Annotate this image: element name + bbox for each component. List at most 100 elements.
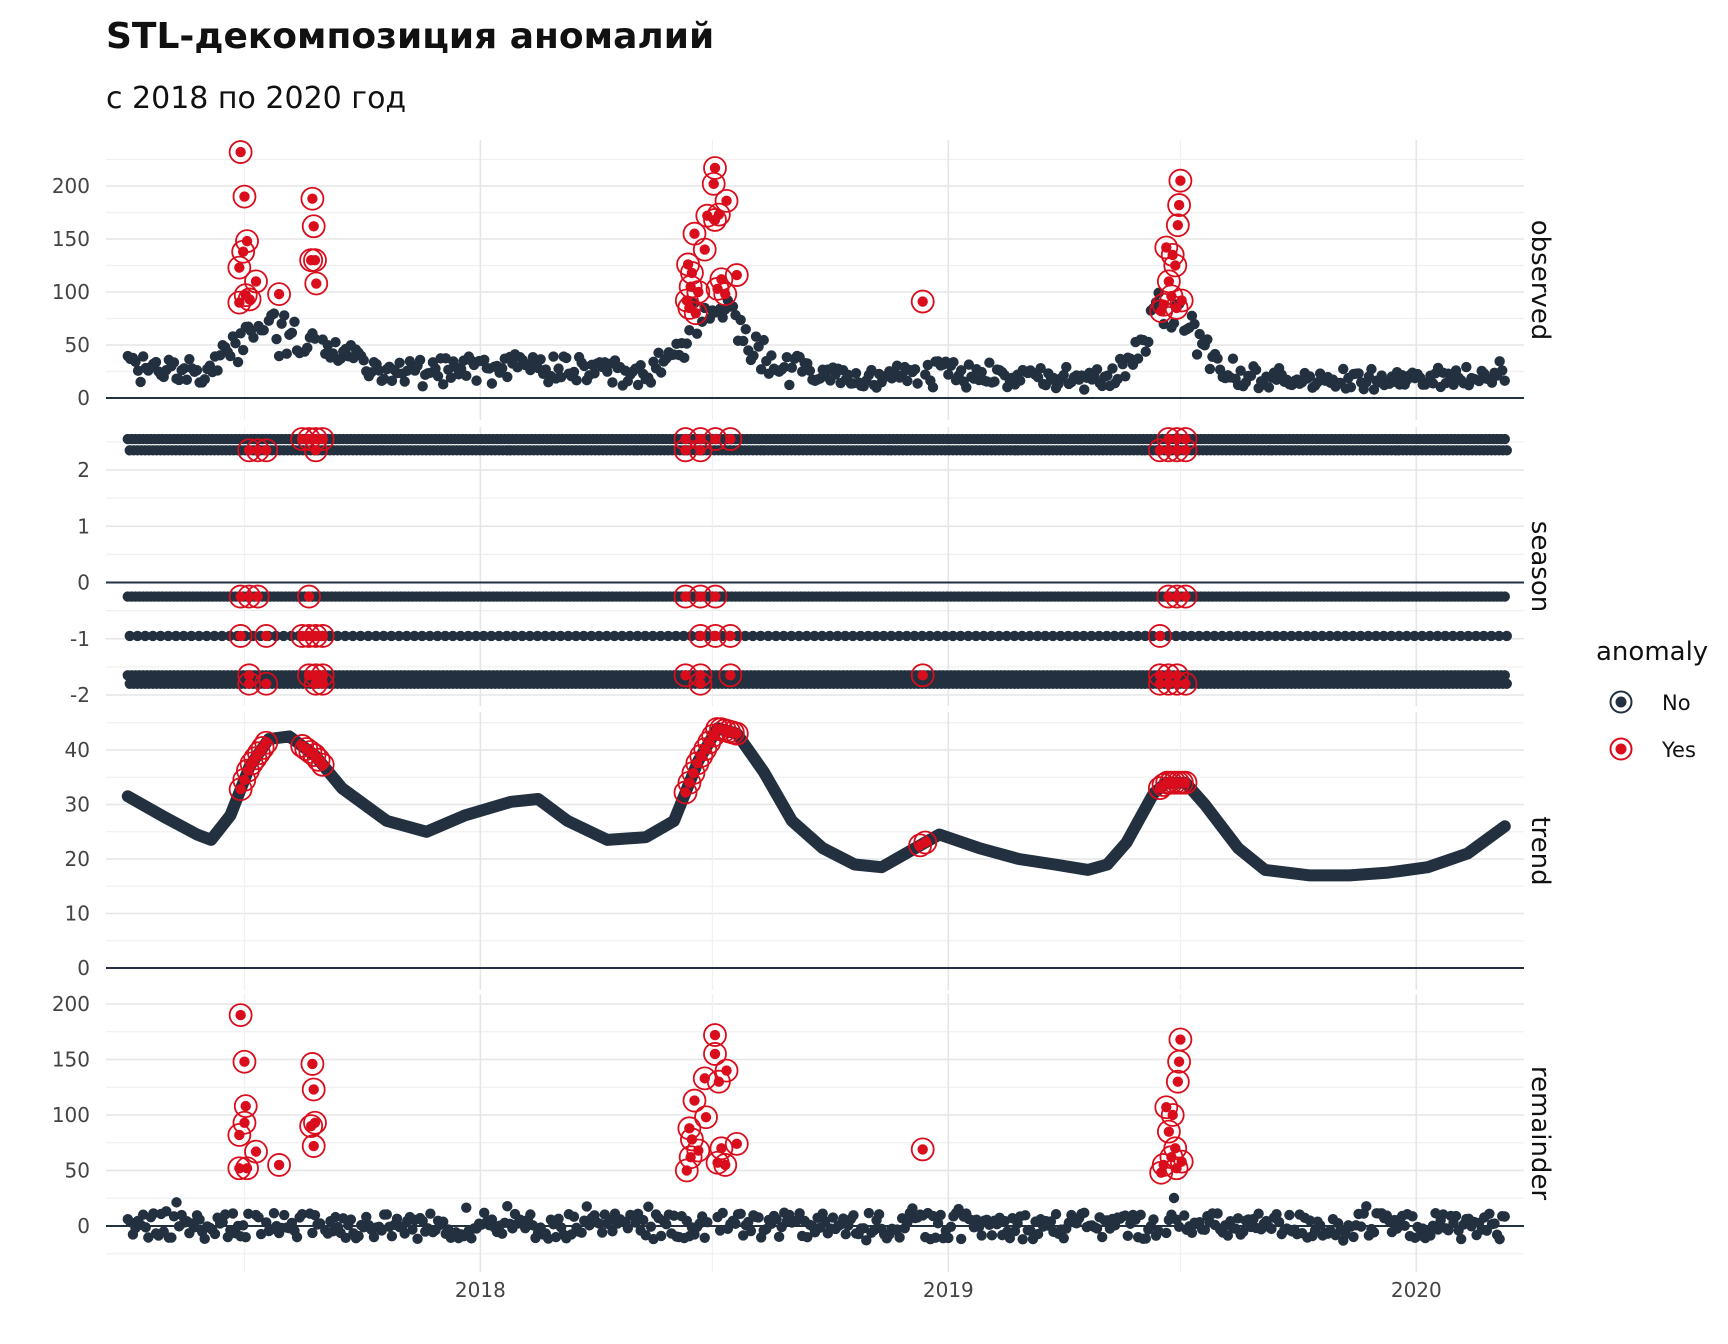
anomaly-ring <box>1165 213 1190 238</box>
data-point <box>243 1208 254 1219</box>
season-point <box>1140 630 1151 642</box>
data-point <box>902 1217 913 1228</box>
anomaly-ring <box>674 1158 699 1183</box>
anomaly-point <box>1175 175 1186 186</box>
season-point <box>1070 630 1082 642</box>
season-point <box>1440 630 1451 642</box>
season-point <box>1424 630 1436 642</box>
season-point <box>816 630 828 642</box>
data-point <box>909 364 921 375</box>
anomaly-ring <box>705 276 730 301</box>
data-point <box>1353 368 1364 379</box>
anomaly-ring <box>303 1110 327 1135</box>
data-point <box>199 1233 210 1245</box>
anomaly-ring <box>1164 295 1189 320</box>
y-tick-label: 0 <box>77 1214 90 1238</box>
anomaly-ring <box>1163 253 1188 278</box>
season-point <box>432 630 443 642</box>
data-point <box>199 374 210 385</box>
anomaly-ring <box>1169 288 1194 313</box>
anomaly-ring <box>703 208 727 232</box>
data-point <box>296 1208 308 1220</box>
season-point <box>1455 630 1466 642</box>
data-point <box>907 1203 918 1214</box>
data-point <box>748 350 759 361</box>
data-point <box>281 348 292 359</box>
season-point <box>1501 678 1512 689</box>
data-point <box>955 1233 967 1245</box>
legend: anomaly No Yes <box>1596 637 1708 762</box>
data-point <box>1222 1230 1234 1241</box>
anomaly-ring <box>694 1105 718 1130</box>
anomaly-ring <box>245 584 270 609</box>
anomaly-ring <box>701 723 726 748</box>
season-point <box>1293 630 1305 642</box>
season-point <box>186 630 197 642</box>
season-point <box>501 630 512 642</box>
data-point <box>553 363 564 374</box>
data-point <box>1250 364 1262 376</box>
season-point <box>1286 630 1297 642</box>
season-point <box>532 630 543 642</box>
data-point <box>1050 1209 1062 1220</box>
data-point <box>353 1230 364 1242</box>
data-point <box>1348 1231 1359 1243</box>
anomaly-point <box>261 445 272 456</box>
season-point <box>747 630 759 642</box>
data-point <box>702 1216 713 1228</box>
data-point <box>268 308 280 319</box>
season-point <box>178 630 189 642</box>
season-point <box>163 630 174 642</box>
season-point <box>347 630 359 642</box>
season-point <box>1101 630 1112 642</box>
season-point <box>147 630 159 642</box>
data-point <box>1212 353 1223 364</box>
data-point <box>173 374 185 386</box>
anomaly-point <box>1171 302 1182 314</box>
season-point <box>1493 630 1505 642</box>
season-point <box>1347 630 1359 642</box>
data-point <box>248 332 259 343</box>
anomaly-ring <box>910 663 935 688</box>
data-point <box>891 1224 903 1235</box>
season-point <box>201 630 212 642</box>
season-point <box>1240 630 1251 642</box>
anomaly-ring <box>227 1123 252 1147</box>
anomaly-ring <box>301 1134 326 1158</box>
data-point <box>289 316 300 327</box>
data-point <box>525 1209 536 1220</box>
anomaly-point <box>709 162 721 174</box>
anomaly-ring <box>233 1094 258 1119</box>
y-tick-label: 50 <box>65 333 90 357</box>
season-point <box>193 630 205 642</box>
data-point <box>596 1227 608 1238</box>
anomaly-ring <box>304 271 329 296</box>
anomaly-ring <box>713 282 738 307</box>
data-point <box>1120 1210 1131 1221</box>
anomaly-ring <box>301 1077 326 1102</box>
data-point <box>561 352 572 364</box>
anomaly-point <box>917 296 928 307</box>
legend-entry-yes: Yes <box>1609 737 1696 762</box>
anomaly-point <box>239 774 250 786</box>
data-point <box>535 354 546 365</box>
anomaly-point <box>303 591 315 602</box>
anomaly-ring <box>1147 624 1172 648</box>
anomaly-ring <box>254 438 279 463</box>
data-point <box>1091 1223 1103 1234</box>
anomaly-ring <box>227 255 252 280</box>
marks-remainder <box>122 1003 1510 1246</box>
season-point <box>424 630 436 642</box>
data-point <box>345 1214 357 1225</box>
data-point <box>717 1207 728 1219</box>
season-point <box>1132 630 1143 642</box>
anomaly-point <box>690 308 701 319</box>
anomaly-point <box>1175 1034 1186 1045</box>
anomaly-ring <box>254 624 279 648</box>
season-point <box>547 630 559 642</box>
anomaly-point <box>240 1100 251 1112</box>
data-point <box>1194 328 1205 340</box>
data-point <box>1140 346 1151 357</box>
season-point <box>593 630 605 642</box>
anomaly-ring <box>718 427 743 451</box>
